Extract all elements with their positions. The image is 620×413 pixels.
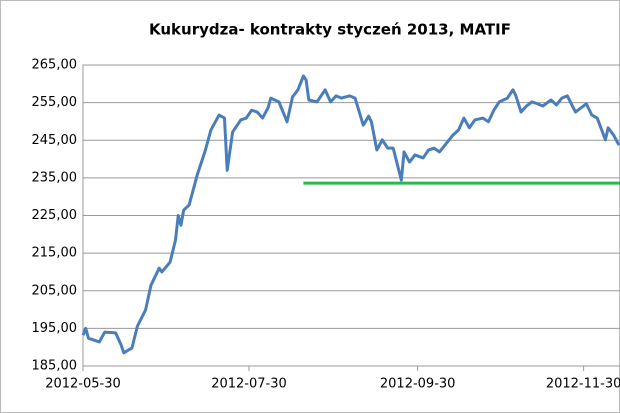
y-tick-label: 195,00	[32, 321, 78, 336]
y-tick-label: 255,00	[32, 95, 78, 110]
y-tick-label: 225,00	[32, 208, 78, 223]
series-line	[81, 74, 620, 355]
y-tick-label: 205,00	[32, 283, 78, 298]
x-tick-label: 2012-09-30	[380, 377, 456, 392]
y-tick-label: 265,00	[32, 58, 78, 73]
y-tick-label: 215,00	[32, 246, 78, 261]
y-tick-label: 235,00	[32, 170, 78, 185]
y-tick-label: 245,00	[32, 133, 78, 148]
x-tick-label: 2012-11-30	[546, 377, 620, 392]
x-tick-label: 2012-07-30	[211, 377, 287, 392]
x-tick-label: 2012-05-30	[45, 377, 121, 392]
chart-title: Kukurydza- kontrakty styczeń 2013, MATIF	[149, 21, 511, 39]
y-tick-label: 185,00	[32, 359, 78, 374]
